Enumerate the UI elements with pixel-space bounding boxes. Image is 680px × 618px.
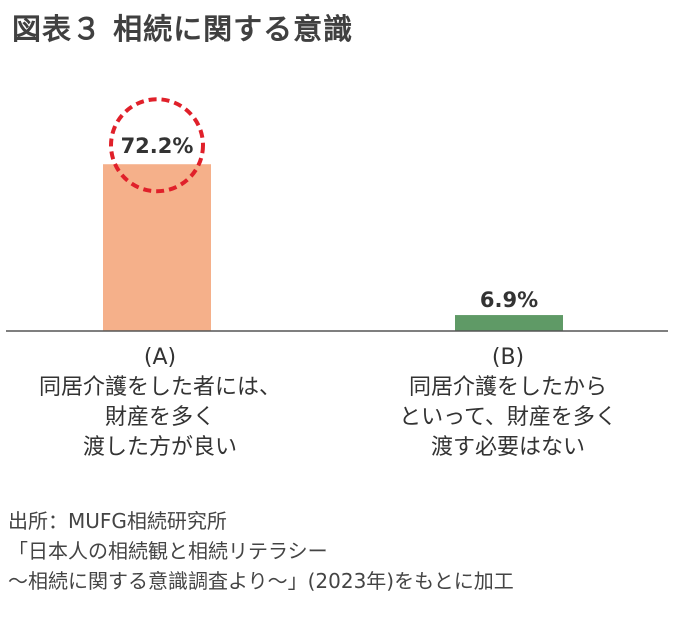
category-label-a: (A) 同居介護をした者には、 財産を多く 渡した方が良い [0, 343, 320, 463]
bar-b [455, 315, 563, 331]
category-desc-a: 同居介護をした者には、 財産を多く 渡した方が良い [38, 375, 281, 460]
data-label-a: 72.2% [121, 134, 194, 158]
source-line-2: 「日本人の相続観と相続リテラシー [8, 539, 328, 563]
category-label-b: (B) 同居介護をしたから といって、財産を多く 渡す必要はない [348, 343, 668, 463]
category-desc-b: 同居介護をしたから といって、財産を多く 渡す必要はない [399, 375, 617, 460]
source-line-3: ～相続に関する意識調査より～」(2023年)をもとに加工 [8, 569, 514, 593]
source-line-1: 出所：MUFG相続研究所 [8, 509, 227, 533]
category-code-a: (A) [143, 345, 177, 370]
chart-title: 図表３ 相続に関する意識 [12, 12, 354, 46]
category-code-b: (B) [491, 345, 525, 370]
source-note: 出所：MUFG相続研究所 「日本人の相続観と相続リテラシー ～相続に関する意識調… [8, 506, 514, 596]
highlight-circle [109, 97, 205, 194]
data-label-b: 6.9% [480, 288, 538, 312]
